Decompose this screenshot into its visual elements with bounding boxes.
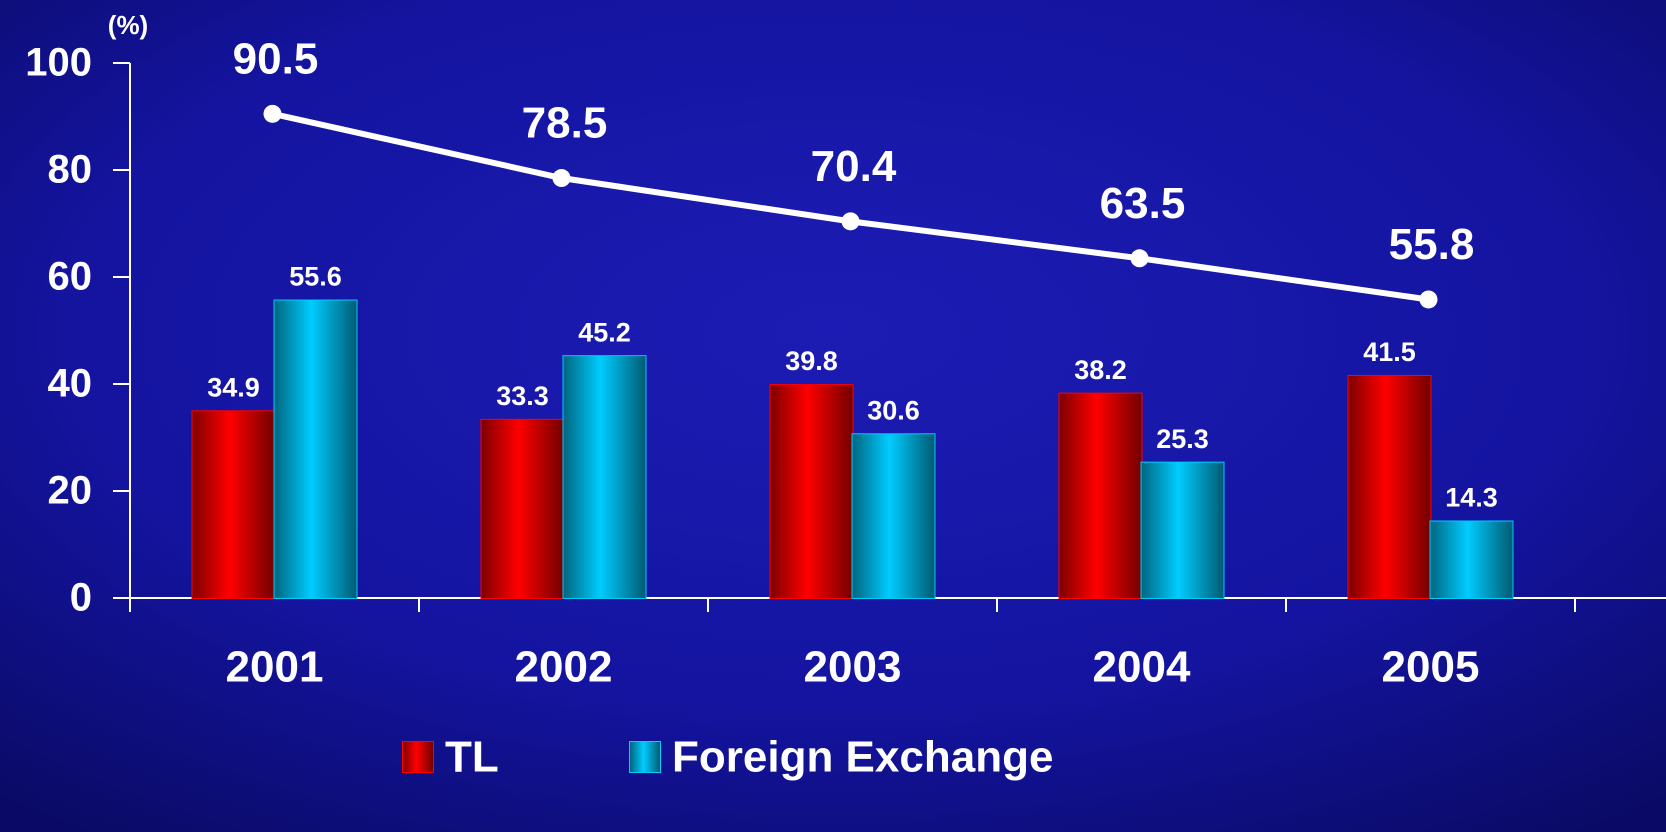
line-value-label: 78.5	[522, 99, 608, 148]
legend-swatch-shade	[630, 742, 660, 772]
x-tick-label: 2003	[804, 643, 902, 692]
y-tick-label: 100	[25, 41, 92, 85]
bar-shade	[1348, 375, 1431, 598]
bar-shade	[274, 300, 357, 598]
bar-value-label: 45.2	[578, 317, 631, 347]
legend-label: Foreign Exchange	[672, 733, 1053, 782]
legend-swatch-shade	[403, 742, 433, 772]
x-tick-label: 2005	[1382, 643, 1480, 692]
y-axis-label: (%)	[108, 10, 148, 40]
line-point	[263, 104, 282, 123]
line-value-label: 70.4	[811, 142, 897, 191]
line-point	[552, 169, 571, 188]
line-point	[841, 212, 860, 231]
bar-shade	[481, 419, 564, 598]
y-tick-label: 0	[70, 576, 92, 620]
bar-value-label: 38.2	[1074, 355, 1127, 385]
bar-value-label: 39.8	[785, 346, 838, 376]
bar-value-label: 33.3	[496, 381, 549, 411]
line-point	[1130, 249, 1149, 268]
x-tick-label: 2002	[515, 643, 613, 692]
bar-value-label: 14.3	[1445, 483, 1498, 513]
bar-shade	[563, 356, 646, 598]
bar-shade	[1430, 521, 1513, 598]
bar-value-label: 41.5	[1363, 337, 1416, 367]
bar-value-label: 34.9	[207, 372, 260, 402]
line-value-label: 55.8	[1389, 220, 1475, 269]
bar-shade	[192, 411, 275, 598]
bar-value-label: 25.3	[1156, 424, 1209, 454]
bar-shade	[770, 385, 853, 598]
line-value-label: 90.5	[233, 34, 319, 83]
y-tick-label: 60	[48, 255, 93, 299]
bar-shade	[1141, 462, 1224, 598]
line-point	[1419, 290, 1438, 309]
y-tick-label: 20	[48, 469, 93, 513]
x-tick-label: 2001	[226, 643, 324, 692]
bar-shade	[1059, 393, 1142, 598]
bar-value-label: 30.6	[867, 395, 920, 425]
bar-shade	[852, 434, 935, 598]
line-value-label: 63.5	[1100, 179, 1186, 228]
x-tick-label: 2004	[1093, 643, 1191, 692]
bar-value-label: 55.6	[289, 262, 342, 292]
y-tick-label: 80	[48, 148, 93, 192]
y-tick-label: 40	[48, 362, 93, 406]
legend-label: TL	[445, 733, 499, 782]
